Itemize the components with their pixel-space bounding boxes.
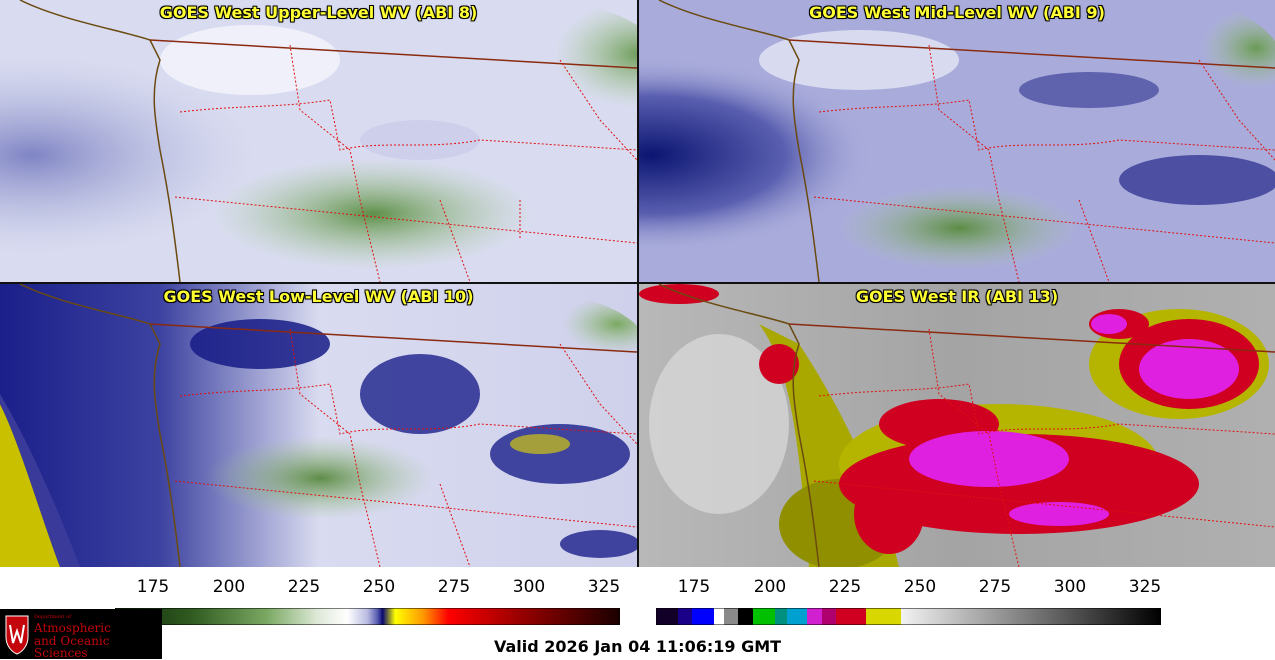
ir-colorbar-tick: 225 xyxy=(828,577,862,597)
ir-colorbar-tick: 300 xyxy=(1053,577,1087,597)
ir-colorbar xyxy=(656,608,1161,625)
ir-colorbar-tick: 175 xyxy=(677,577,711,597)
wv-colorbar-tick: 250 xyxy=(362,577,396,597)
mid-level-wv-image xyxy=(639,0,1275,282)
wv-colorbar-tick: 275 xyxy=(437,577,471,597)
ir-colorbar-tick: 200 xyxy=(753,577,787,597)
wv-colorbar-tick: 225 xyxy=(287,577,321,597)
wv-colorbar-tick: 325 xyxy=(587,577,621,597)
ir-colorbar-tick: 250 xyxy=(903,577,937,597)
wv-colorbar xyxy=(115,608,620,625)
ir-colorbar-tick: 275 xyxy=(978,577,1012,597)
ir-image xyxy=(639,284,1275,567)
logo-line1: Department of xyxy=(34,614,71,620)
wv-colorbar-tick: 175 xyxy=(136,577,170,597)
mid-level-wv-panel: GOES West Mid-Level WV (ABI 9) xyxy=(639,0,1275,282)
valid-time: Valid 2026 Jan 04 11:06:19 GMT xyxy=(493,637,782,656)
upper-level-wv-image xyxy=(0,0,637,282)
logo-line3: and Oceanic Sciences xyxy=(34,634,110,660)
wv-colorbar-tick: 300 xyxy=(512,577,546,597)
wv-colorbar-tick: 200 xyxy=(212,577,246,597)
uw-shield-icon xyxy=(5,615,29,655)
low-level-wv-panel: GOES West Low-Level WV (ABI 10) xyxy=(0,284,637,567)
panel-divider-horizontal xyxy=(0,282,1275,284)
low-level-wv-image xyxy=(0,284,637,567)
ir-colorbar-tick: 325 xyxy=(1128,577,1162,597)
department-logo: Department of Atmospheric and Oceanic Sc… xyxy=(0,609,162,659)
logo-line2: Atmospheric xyxy=(34,621,111,635)
ir-panel: GOES West IR (ABI 13) xyxy=(639,284,1275,567)
upper-level-wv-panel: GOES West Upper-Level WV (ABI 8) xyxy=(0,0,637,282)
